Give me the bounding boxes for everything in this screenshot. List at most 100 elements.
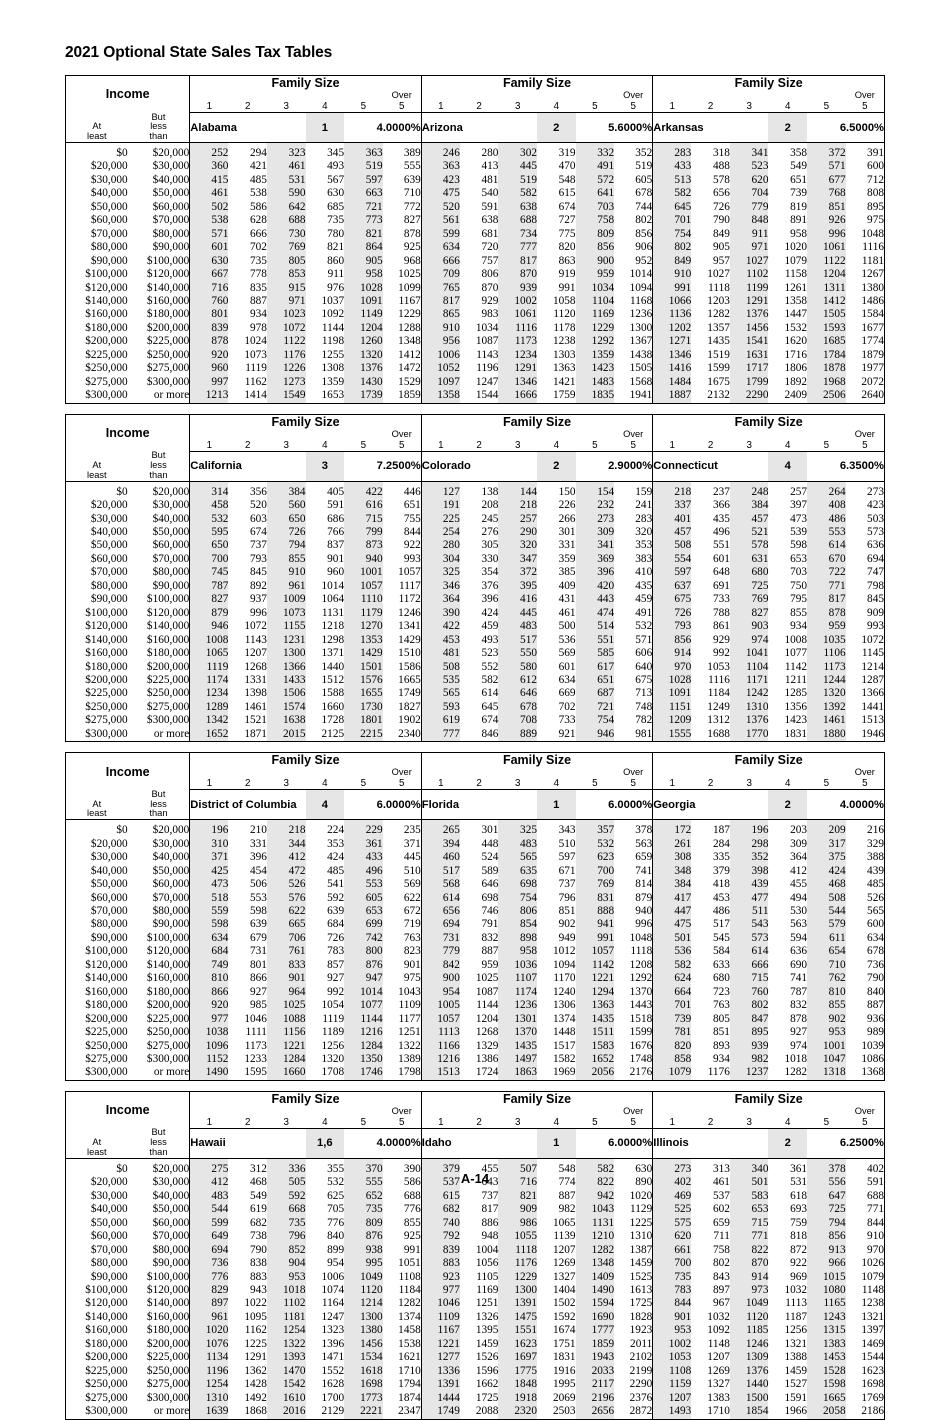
tax-amount: 675 (614, 674, 654, 688)
tax-amount: 1025 (382, 268, 422, 282)
tax-amount: 736 (189, 1257, 229, 1271)
tax-amount: 1170 (553, 972, 576, 985)
income-but-less-than: $50,000 (127, 187, 191, 201)
tax-amount: 1117 (382, 579, 422, 594)
header-col-3: 3 (283, 1116, 289, 1128)
income-at-least: $180,000 (64, 1337, 128, 1352)
tax-amount: 536 (652, 945, 692, 959)
header-family-size: Family Size (652, 752, 885, 768)
income-at-least: $70,000 (64, 905, 128, 919)
tax-amount: 388 (845, 851, 885, 865)
tax-amount: 1391 (498, 1297, 537, 1311)
table-row: $30,000 $40,000 532 603 650 686 715 755 225 245 25… (64, 512, 885, 527)
tax-amount: 794 (807, 1216, 846, 1231)
tax-amount: 795 (790, 593, 808, 606)
tax-amount: 1225 (244, 1337, 267, 1350)
block-bottom-rule (65, 402, 885, 404)
tax-amount: 412 (189, 1176, 229, 1190)
tax-amount: 1065 (552, 1216, 576, 1229)
header-at-least: At least (64, 1128, 128, 1159)
state-tax-rate: 4.0000% (344, 1127, 422, 1159)
income-at-least: $300,000 (64, 1405, 128, 1420)
tax-amount: 559 (189, 905, 229, 919)
tax-amount: 742 (344, 931, 383, 946)
tax-amount: 1552 (321, 1364, 345, 1377)
tax-amount: 1759 (552, 389, 576, 402)
tax-amount: 348 (652, 864, 692, 879)
tax-amount: 787 (790, 985, 808, 998)
tax-amount: 1582 (552, 1053, 576, 1066)
tax-amount: 1066 (652, 295, 692, 309)
state-footnote-marker: 3 (305, 450, 345, 482)
tax-blocks-container: Income Family Size Family Size Family Size 1… (64, 75, 886, 1420)
header-income: Income (64, 75, 191, 113)
header-col-1: 1 (438, 778, 444, 790)
table-row: $300,000 or more 1652 1871 2015 2125 2215 2340 7… (64, 727, 885, 742)
tax-amount: 493 (481, 633, 499, 646)
tax-amount: 1428 (244, 1378, 267, 1391)
header-col-3: 3 (283, 439, 289, 451)
tax-amount: 614 (729, 945, 769, 959)
tax-amount: 1353 (344, 633, 383, 648)
income-but-less-than: $90,000 (127, 241, 191, 255)
rule (65, 741, 885, 743)
tax-amount: 1119 (189, 660, 229, 675)
tax-amount: 1327 (707, 1378, 730, 1391)
tax-amount: 433 (652, 160, 692, 174)
tax-amount: 674 (558, 200, 576, 213)
tax-amount: 775 (558, 227, 576, 240)
tax-amount: 768 (807, 187, 846, 201)
header-income: Income (64, 752, 191, 790)
income-but-less-than: or more (127, 1405, 191, 1420)
tax-amount: 435 (712, 512, 730, 525)
header-at-least: At least (64, 112, 128, 144)
tax-amount: 925 (382, 241, 422, 255)
tax-amount: 851 (558, 905, 576, 918)
header-col-2: 2 (244, 1116, 251, 1128)
table-row: $300,000 or more 1490 1595 1660 1708 1746 1798 1… (64, 1066, 885, 1081)
tax-amount: 1108 (382, 1270, 422, 1285)
tax-amount: 1396 (321, 1337, 345, 1350)
tax-amount: 844 (652, 1297, 692, 1311)
tax-amount: 630 (614, 1158, 654, 1177)
tax-amount: 1104 (729, 660, 769, 675)
tax-amount: 849 (652, 254, 692, 269)
tax-amount: 747 (845, 566, 885, 580)
tax-amount: 591 (845, 1176, 885, 1190)
tax-amount: 232 (575, 499, 615, 513)
table-row: $20,000 $30,000 458 520 560 591 616 651 191 208 21… (64, 499, 885, 513)
tax-amount: 1513 (421, 1066, 460, 1081)
state-footnote-marker: 2 (768, 789, 808, 821)
tax-amount: 1208 (614, 958, 654, 973)
state-name: Alabama (189, 111, 306, 144)
tax-amount: 423 (845, 499, 885, 513)
income-at-least: $120,000 (64, 620, 128, 634)
tax-amount: 1158 (784, 268, 808, 281)
tax-amount: 309 (575, 526, 615, 540)
tax-amount: 1155 (266, 620, 306, 634)
tax-amount: 203 (790, 824, 808, 837)
tax-amount: 591 (481, 200, 499, 213)
income-but-less-than: $200,000 (127, 999, 191, 1013)
tax-amount: 1001 (344, 566, 383, 580)
table-row: $275,000 $300,000 1152 1233 1284 1320 1350 1389… (64, 1053, 885, 1067)
tax-amount: 878 (382, 227, 422, 242)
tax-amount: 991 (652, 281, 692, 296)
tax-amount: 758 (712, 1243, 730, 1256)
tax-amount: 1542 (266, 1378, 306, 1392)
header-col-4: 4 (785, 101, 791, 112)
tax-amount: 838 (250, 1257, 267, 1270)
tax-amount: 1501 (344, 660, 383, 675)
tax-amount: 1665 (807, 1391, 846, 1406)
tax-amount: 378 (807, 1158, 846, 1177)
tax-amount: 1461 (244, 700, 267, 713)
tax-amount: 1025 (475, 972, 499, 985)
tax-amount: 1120 (553, 308, 576, 321)
income-but-less-than: $200,000 (127, 321, 191, 336)
tax-amount: 777 (421, 727, 460, 742)
tax-table-block: Income Family Size Family Size Family Size 1… (64, 1090, 886, 1420)
tax-amount: 335 (712, 851, 730, 864)
tax-amount: 843 (712, 1270, 730, 1283)
tax-amount: 568 (421, 878, 460, 892)
header-col-over5: Over 5 (614, 767, 654, 790)
